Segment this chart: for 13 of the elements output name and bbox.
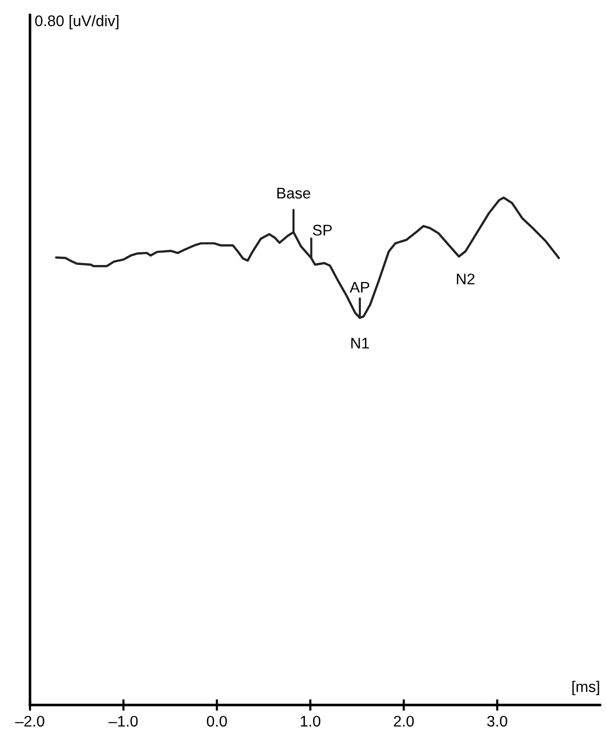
x-tick-label: 0.0 [206, 716, 227, 727]
annotation: N1 [351, 338, 369, 348]
annotation: AP [350, 282, 370, 292]
x-axis-title: [ms] [572, 680, 600, 696]
x-tick-label: 3.0 [487, 716, 508, 727]
text: 0.80 [uV/div] [35, 15, 118, 30]
x-tick-label: 1.0 [300, 716, 320, 727]
x-tick-label: –1.0 [108, 716, 138, 727]
annotation: Base [277, 188, 310, 199]
annotation: N2 [456, 274, 474, 284]
x-tick-label: –2.0 [15, 716, 44, 727]
annotation: SP [312, 224, 332, 236]
x-tick-label: 2.0 [394, 716, 414, 727]
